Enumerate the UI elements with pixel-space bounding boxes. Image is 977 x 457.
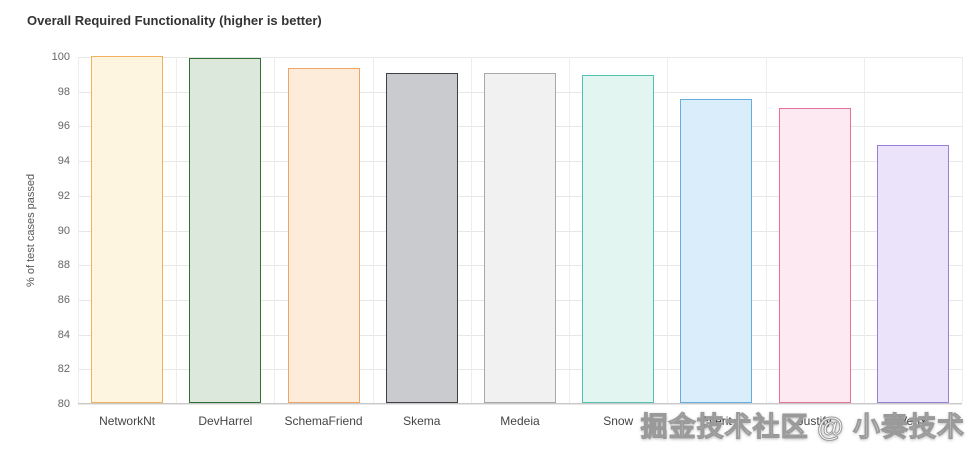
y-tick-label: 98 — [57, 85, 70, 98]
x-tick-label: SchemaFriend — [284, 414, 363, 428]
bar-justify — [778, 108, 851, 403]
v-gridline — [78, 57, 79, 403]
bar-skema — [385, 73, 458, 403]
x-axis-labels: NetworkNt DevHarrel SchemaFriend Skema Medei… — [78, 414, 962, 432]
chart-title: Overall Required Functionality (higher i… — [27, 13, 322, 28]
h-gridline — [78, 57, 962, 58]
y-tick-label: 96 — [57, 120, 70, 133]
v-gridline — [864, 57, 865, 403]
x-tick-label: Everit — [701, 414, 732, 428]
v-gridline — [373, 57, 374, 403]
watermark: 掘金技术社区 @ 小奏技术 — [640, 412, 965, 443]
v-gridline — [471, 57, 472, 403]
x-tick-label: Snow — [603, 414, 634, 428]
v-gridline — [176, 57, 177, 403]
y-tick-label: 90 — [57, 224, 70, 237]
y-tick-label: 92 — [57, 189, 70, 202]
bar-snow — [582, 75, 655, 403]
y-tick-label: 88 — [57, 259, 70, 272]
x-tick-label: Medeia — [500, 414, 540, 428]
bar-medeia — [484, 73, 556, 403]
y-tick-label: 82 — [57, 363, 70, 376]
bar-everit — [680, 99, 753, 403]
bar-schemafriend — [287, 68, 360, 403]
y-tick-label: 84 — [57, 328, 70, 341]
x-tick-label: Justify — [797, 414, 832, 428]
y-tick-label: 86 — [57, 293, 70, 306]
v-gridline — [766, 57, 767, 403]
y-tick-label: 80 — [57, 398, 70, 410]
v-gridline — [274, 57, 275, 403]
bar-networknt — [91, 56, 164, 403]
x-tick-label: NetworkNt — [99, 414, 156, 428]
y-tick-label: 100 — [51, 51, 70, 63]
x-tick-label: DevHarrel — [198, 414, 253, 428]
y-axis-ticks: 80 82 84 86 88 90 92 94 96 98 100 — [0, 51, 70, 410]
y-tick-label: 94 — [57, 155, 70, 168]
bar-vertx — [876, 144, 949, 403]
x-tick-label: Vertx — [899, 414, 927, 428]
h-gridline — [78, 404, 962, 405]
bar-devharrel — [189, 57, 262, 403]
v-gridline — [962, 57, 963, 403]
x-tick-label: Skema — [403, 414, 441, 428]
plot-area — [78, 56, 963, 405]
v-gridline — [569, 57, 570, 403]
v-gridline — [667, 57, 668, 403]
